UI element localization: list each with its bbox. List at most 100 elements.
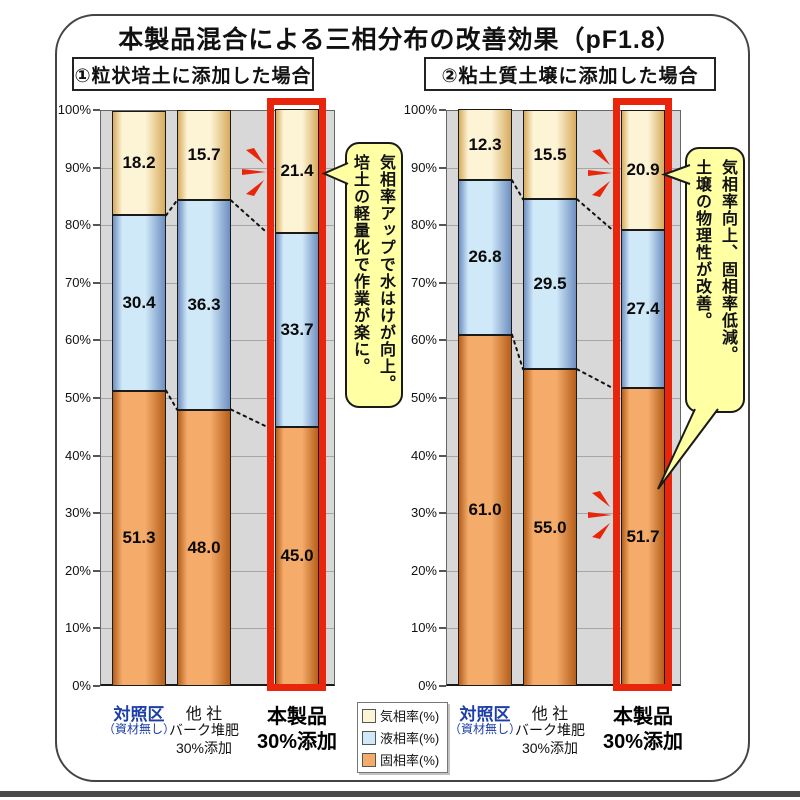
category-label: 対照区 <box>459 705 511 724</box>
bar-value-label: 55.0 <box>533 517 567 537</box>
y-axis-tick <box>93 627 100 630</box>
y-tick-label: 80% <box>64 217 91 233</box>
bar-value-label: 48.0 <box>187 537 221 557</box>
y-axis-tick <box>93 685 100 687</box>
category-label: 30%添加 <box>602 731 684 753</box>
bar-segment <box>275 109 319 233</box>
liquid-phase-swatch-icon <box>362 730 376 745</box>
y-tick-label: 40% <box>410 447 437 463</box>
y-tick-label: 50% <box>410 390 437 405</box>
y-tick-label: 60% <box>410 332 437 348</box>
bar-value-label: 21.4 <box>280 161 314 181</box>
bar-segment <box>458 109 512 181</box>
y-axis-tick <box>93 281 100 284</box>
y-axis-tick <box>439 569 446 572</box>
y-tick-label: 100% <box>403 102 437 117</box>
y-tick-label: 80% <box>410 217 437 233</box>
bar-segment <box>275 232 319 427</box>
panel-header-left: ①粒状培土に添加した場合 <box>72 57 314 91</box>
bar-segment <box>177 110 231 201</box>
bar-value-label: 36.3 <box>187 294 221 314</box>
category-label: 本製品 <box>613 706 673 728</box>
callout-bubble-right: 気相率向上、固相率低減。 土壌の物理性が改善。 <box>685 147 745 413</box>
bar-value-label: 15.5 <box>533 144 567 164</box>
category-label: 対照区 <box>113 705 165 724</box>
y-tick-label: 10% <box>64 620 91 636</box>
y-axis-tick <box>439 281 446 284</box>
bar-segment <box>177 200 231 410</box>
y-tick-label: 60% <box>64 332 91 348</box>
y-axis-tick <box>93 224 100 227</box>
y-tick-label: 70% <box>410 274 437 290</box>
bar-value-label: 12.3 <box>468 134 502 154</box>
gas-phase-swatch-icon <box>362 708 376 723</box>
bar-segment <box>523 369 577 686</box>
category-label: 他 社 <box>531 706 569 723</box>
y-tick-label: 10% <box>410 620 437 636</box>
y-axis-tick <box>439 454 446 457</box>
figure-title: 本製品混合による三相分布の改善効果（pF1.8） <box>118 26 682 54</box>
category-label: 30%添加 <box>175 740 233 756</box>
bar-value-label: 27.4 <box>626 299 660 319</box>
legend: 気相率(%) 液相率(%) 固相率(%) <box>357 702 448 773</box>
y-axis-tick <box>439 512 446 515</box>
y-axis-tick <box>93 166 100 169</box>
legend-item: 気相率(%) <box>362 706 443 725</box>
y-tick-label: 0% <box>418 678 437 693</box>
y-axis-tick <box>439 109 446 111</box>
y-axis-tick <box>93 397 100 399</box>
y-axis-tick <box>93 454 100 457</box>
category-label: バーク堆肥 <box>515 722 585 738</box>
y-axis-tick <box>439 224 446 227</box>
panel-header-right: ②粘土質土壌に添加した場合 <box>424 57 716 91</box>
bar-segment <box>275 426 319 686</box>
category-label: 他 社 <box>185 706 223 723</box>
y-tick-label: 70% <box>64 274 91 290</box>
y-tick-label: 20% <box>64 562 91 578</box>
bar-segment <box>523 199 577 370</box>
bar-value-label: 51.3 <box>122 528 156 548</box>
bar-segment <box>458 180 512 335</box>
bottom-edge-strip <box>0 791 800 797</box>
category-label: 30%添加 <box>256 731 338 753</box>
bar-value-label: 18.2 <box>122 152 156 172</box>
bar-value-label: 29.5 <box>533 274 567 294</box>
bar-value-label: 61.0 <box>468 500 502 520</box>
y-axis-tick <box>93 339 100 342</box>
category-label: 本製品 <box>267 706 327 728</box>
bar-value-label: 20.9 <box>626 160 660 180</box>
bar-segment <box>523 110 577 200</box>
legend-label: 固相率(%) <box>380 753 440 768</box>
legend-label: 液相率(%) <box>380 731 440 746</box>
legend-label: 気相率(%) <box>380 709 440 724</box>
highlight-box <box>613 98 672 691</box>
y-axis-tick <box>439 339 446 342</box>
y-axis-tick <box>439 166 446 169</box>
bar-value-label: 45.0 <box>280 546 314 566</box>
bar-value-label: 51.7 <box>626 527 660 547</box>
bar-value-label: 30.4 <box>122 292 156 312</box>
y-tick-label: 20% <box>410 562 437 578</box>
category-label: バーク堆肥 <box>169 722 239 738</box>
y-tick-label: 90% <box>410 159 437 175</box>
bar-segment <box>621 230 665 389</box>
category-label: （資材無し） <box>448 722 521 736</box>
y-axis-tick <box>439 397 446 399</box>
y-tick-label: 90% <box>64 159 91 175</box>
highlight-box <box>267 98 326 691</box>
y-axis-tick <box>93 512 100 515</box>
bar-value-label: 15.7 <box>187 145 221 165</box>
bar-value-label: 33.7 <box>280 319 314 339</box>
bar-segment <box>112 110 166 216</box>
category-label: （資材無し） <box>102 722 175 736</box>
solid-phase-swatch-icon <box>362 752 376 767</box>
bar-segment <box>112 215 166 391</box>
y-tick-label: 50% <box>64 390 91 405</box>
y-tick-label: 30% <box>410 505 437 521</box>
bar-segment <box>112 390 166 686</box>
y-tick-label: 40% <box>64 447 91 463</box>
y-tick-label: 100% <box>57 102 91 117</box>
y-axis-tick <box>439 685 446 687</box>
y-axis-tick <box>93 109 100 111</box>
category-label: 30%添加 <box>521 740 579 756</box>
